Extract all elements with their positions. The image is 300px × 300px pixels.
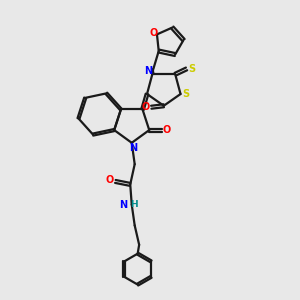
Text: O: O [142, 102, 150, 112]
Text: O: O [106, 175, 114, 185]
Text: H: H [130, 200, 138, 209]
Text: N: N [119, 200, 128, 210]
Text: S: S [182, 89, 189, 99]
Text: O: O [149, 28, 158, 38]
Text: S: S [188, 64, 195, 74]
Text: N: N [129, 143, 137, 153]
Text: N: N [144, 66, 152, 76]
Text: O: O [163, 125, 171, 135]
